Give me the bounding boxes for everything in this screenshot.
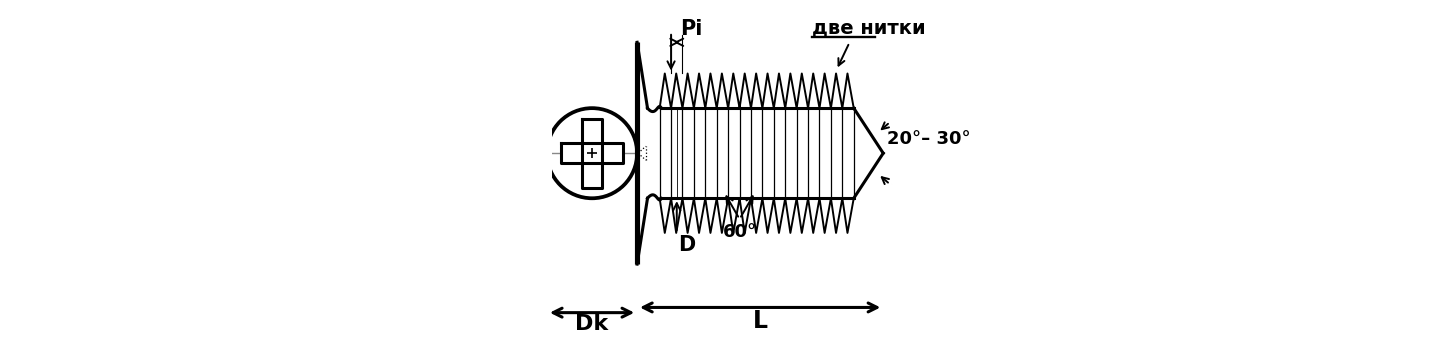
Text: Pi: Pi	[681, 19, 702, 39]
Text: D: D	[678, 235, 695, 255]
Polygon shape	[582, 119, 602, 188]
Polygon shape	[562, 143, 624, 163]
Text: L: L	[753, 309, 768, 333]
Text: две нитки: две нитки	[813, 18, 926, 37]
Text: 60°: 60°	[723, 222, 756, 240]
Text: 20°– 30°: 20°– 30°	[888, 130, 971, 148]
Text: Dk: Dk	[576, 314, 608, 334]
